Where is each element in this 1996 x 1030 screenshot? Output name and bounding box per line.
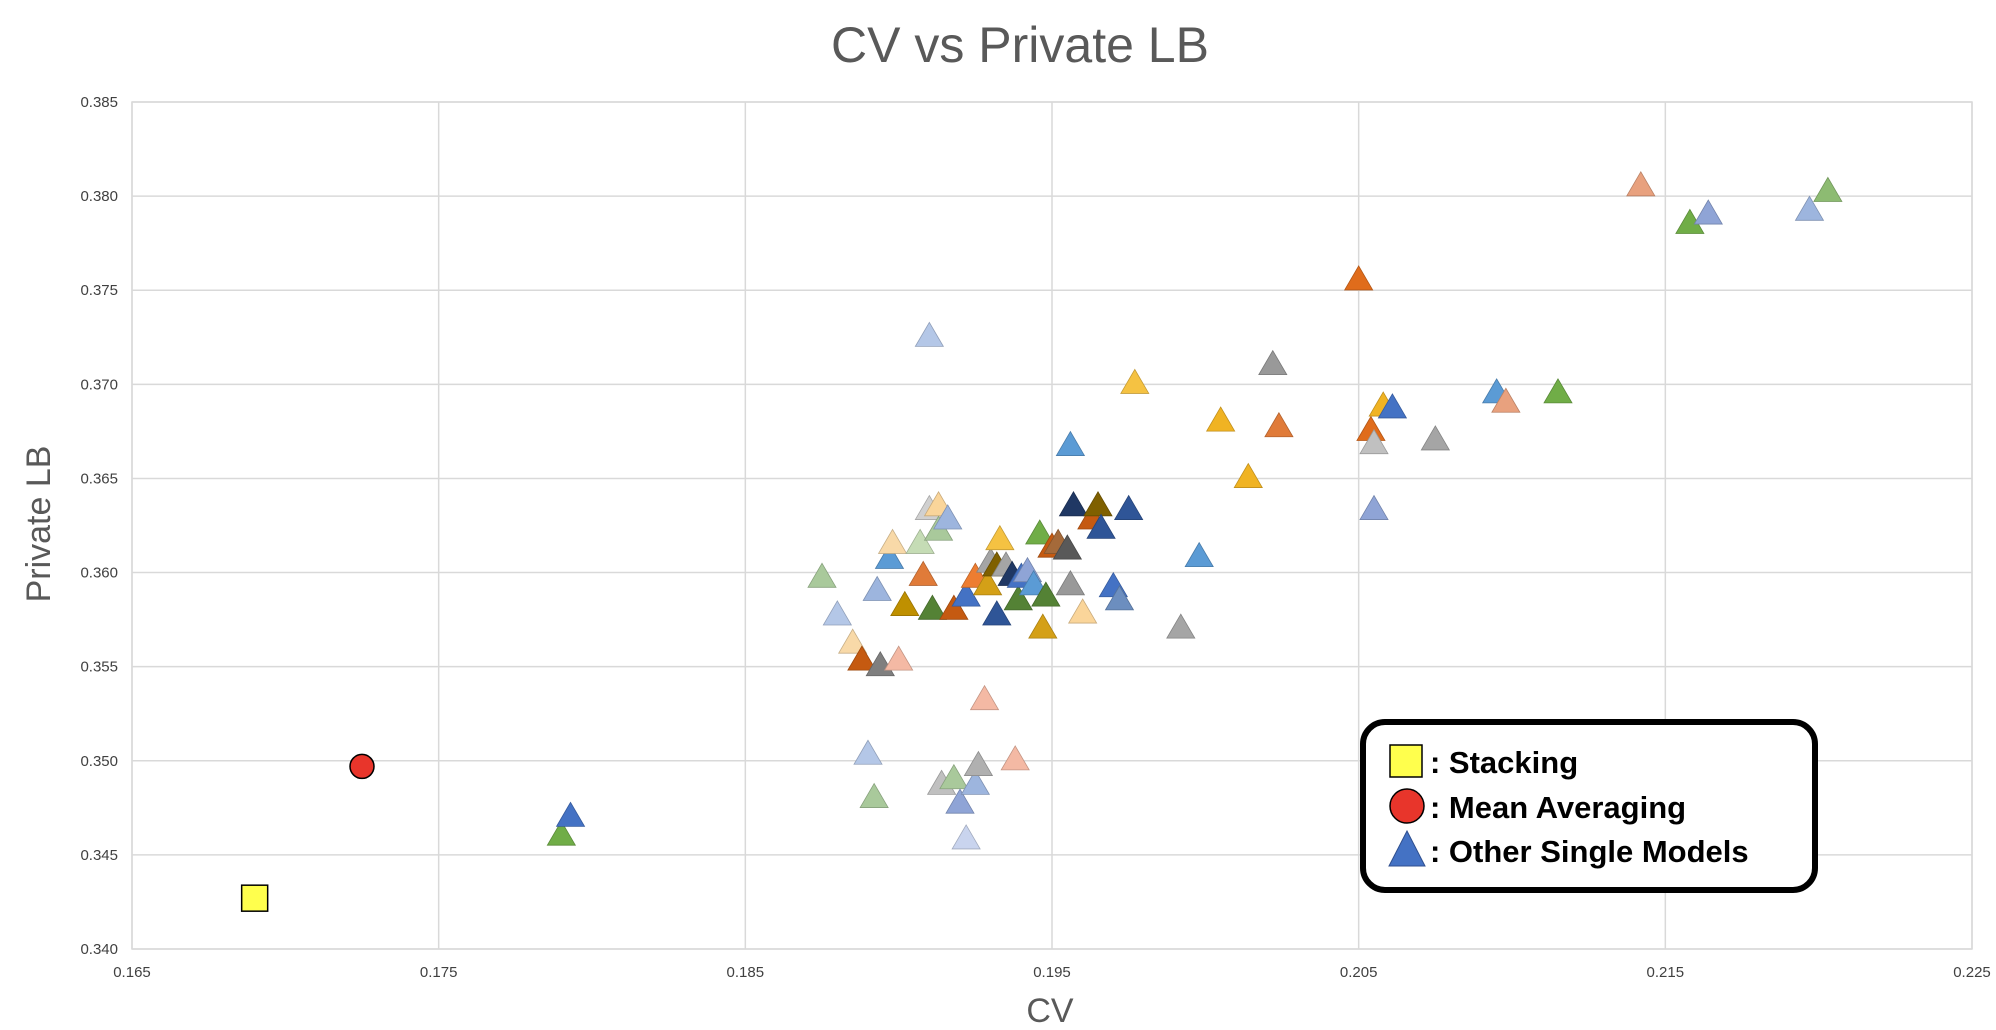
- single-model-point: [939, 763, 969, 790]
- data-points: [240, 171, 1843, 912]
- single-model-point: [908, 560, 938, 586]
- single-model-point: [1113, 494, 1144, 520]
- single-model-point: [822, 600, 853, 626]
- y-tick-label: 0.385: [80, 94, 118, 111]
- x-tick-label: 0.165: [113, 964, 151, 981]
- single-model-point: [914, 321, 945, 347]
- x-tick-label: 0.175: [420, 964, 458, 981]
- single-model-point: [1028, 613, 1058, 639]
- y-tick-label: 0.350: [80, 753, 118, 770]
- single-model-point: [969, 684, 1000, 711]
- single-model-point: [1794, 195, 1825, 221]
- x-tick-label: 0.205: [1340, 964, 1378, 981]
- single-model-point: [1377, 393, 1408, 419]
- single-model-point: [1233, 462, 1263, 488]
- y-tick-label: 0.370: [80, 376, 118, 393]
- single-model-point: [1000, 745, 1030, 771]
- single-model-point: [982, 600, 1012, 626]
- legend: : Stacking : Mean Averaging : Other Sing…: [1360, 719, 1818, 893]
- single-model-point: [1184, 541, 1214, 568]
- y-tick-label: 0.375: [80, 282, 118, 299]
- single-model-point: [951, 824, 981, 850]
- single-model-point: [1543, 378, 1573, 404]
- legend-box: [1360, 719, 1818, 893]
- single-model-point: [939, 594, 969, 620]
- legend-triangle-marker: [1388, 829, 1426, 867]
- y-tick-label: 0.355: [80, 659, 118, 676]
- single-model-point: [905, 528, 935, 554]
- y-tick-label: 0.380: [80, 188, 118, 205]
- single-model-point: [1420, 425, 1451, 451]
- single-model-point: [862, 575, 892, 601]
- single-model-point: [837, 628, 868, 654]
- single-model-point: [1359, 428, 1389, 455]
- single-model-point: [1120, 368, 1150, 394]
- x-axis-title: CV: [1026, 992, 1074, 1030]
- x-tick-label: 0.195: [1033, 964, 1071, 981]
- y-tick-label: 0.340: [80, 941, 118, 958]
- single-model-point: [853, 739, 883, 765]
- stacking-point: [240, 884, 269, 912]
- single-model-point: [1055, 570, 1086, 596]
- single-model-point: [1003, 585, 1033, 611]
- single-model-point: [1055, 430, 1086, 456]
- single-model-point: [883, 645, 914, 671]
- single-model-point: [933, 504, 963, 530]
- single-model-point: [874, 543, 905, 569]
- single-model-point: [1031, 581, 1061, 607]
- single-model-point: [1166, 613, 1196, 639]
- single-model-point: [1058, 491, 1089, 517]
- single-model-point: [917, 594, 948, 620]
- single-model-point: [1264, 411, 1294, 438]
- y-tick-label: 0.345: [80, 847, 118, 864]
- single-model-point: [847, 645, 877, 671]
- single-model-point: [1018, 570, 1049, 596]
- single-model-point: [1205, 406, 1236, 432]
- single-model-point: [1086, 513, 1116, 539]
- single-model-point: [945, 788, 975, 814]
- legend-circle-marker: [1389, 788, 1425, 824]
- chart-title: CV vs Private LB: [831, 17, 1209, 73]
- single-model-point: [1359, 494, 1389, 520]
- single-model-point: [546, 820, 577, 846]
- single-model-point: [859, 782, 889, 808]
- legend-label-mean-averaging: : Mean Averaging: [1430, 790, 1686, 825]
- legend-label-other-single-models: : Other Single Models: [1430, 834, 1749, 869]
- single-model-point: [807, 562, 837, 588]
- single-model-point: [877, 528, 908, 554]
- single-model-point: [1025, 519, 1055, 545]
- x-tick-label: 0.225: [1953, 964, 1991, 981]
- single-model-point: [1626, 171, 1656, 197]
- single-model-point: [890, 590, 920, 616]
- y-tick-label: 0.360: [80, 565, 118, 582]
- y-axis-title: Private LB: [20, 446, 58, 603]
- single-model-point: [1104, 585, 1135, 611]
- x-tick-label: 0.215: [1647, 964, 1685, 981]
- single-model-point: [1083, 491, 1113, 517]
- y-tick-label: 0.365: [80, 470, 118, 487]
- legend-label-stacking: : Stacking: [1430, 745, 1578, 780]
- single-model-point: [1067, 598, 1098, 624]
- single-model-point: [1258, 349, 1288, 376]
- single-model-point: [1052, 534, 1083, 560]
- single-model-point: [1491, 387, 1521, 413]
- single-model-point: [963, 750, 994, 776]
- single-model-point: [985, 524, 1015, 551]
- single-model-point: [1813, 176, 1843, 202]
- single-model-point: [1343, 265, 1374, 291]
- single-model-point: [960, 769, 991, 795]
- x-tick-label: 0.185: [727, 964, 765, 981]
- single-model-point: [1693, 199, 1723, 225]
- single-model-point: [951, 581, 981, 607]
- mean-averaging-point: [349, 753, 375, 780]
- tick-labels: 0.385 0.380 0.375 0.370 0.365 0.360 0.355 0.350…: [80, 94, 1990, 981]
- legend-square-marker: [1389, 744, 1423, 778]
- single-model-point: [555, 801, 586, 827]
- single-model-point: [972, 570, 1003, 596]
